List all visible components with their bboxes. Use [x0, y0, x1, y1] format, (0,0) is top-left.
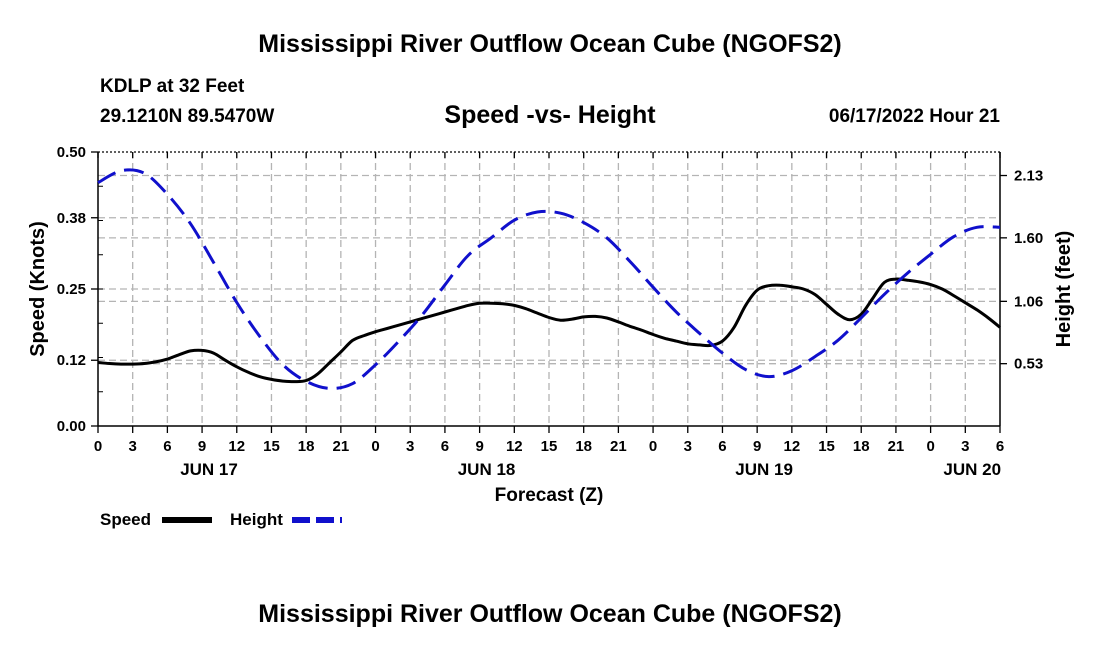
footer-title: Mississippi River Outflow Ocean Cube (NG…: [258, 600, 842, 628]
x-tick-label: 12: [506, 438, 523, 455]
y-right-tick-label: 2.13: [1014, 168, 1043, 185]
x-tick-label: 9: [198, 438, 206, 455]
x-tick-label: 0: [649, 438, 657, 455]
day-label: JUN 19: [735, 460, 793, 479]
y-left-tick-label: 0.50: [57, 144, 86, 161]
x-tick-label: 15: [263, 438, 280, 455]
page-title: Mississippi River Outflow Ocean Cube (NG…: [258, 30, 842, 58]
y-right-axis-title: Height (feet): [1053, 231, 1075, 348]
y-right-tick-label: 0.53: [1014, 356, 1043, 373]
x-tick-label: 0: [926, 438, 934, 455]
x-tick-label: 12: [228, 438, 245, 455]
x-tick-label: 9: [753, 438, 761, 455]
x-tick-label: 3: [406, 438, 414, 455]
y-right-tick-label: 1.60: [1014, 230, 1043, 247]
x-tick-label: 0: [94, 438, 102, 455]
y-left-tick-label: 0.25: [57, 281, 86, 298]
x-tick-label: 15: [541, 438, 558, 455]
x-tick-label: 18: [298, 438, 315, 455]
day-label: JUN 20: [943, 460, 1001, 479]
chart-title: Speed -vs- Height: [444, 101, 656, 129]
day-label: JUN 18: [458, 460, 516, 479]
day-label: JUN 17: [180, 460, 238, 479]
x-tick-label: 3: [961, 438, 969, 455]
x-tick-label: 21: [333, 438, 350, 455]
x-tick-label: 6: [718, 438, 726, 455]
y-left-axis-title: Speed (Knots): [27, 221, 49, 357]
x-tick-label: 6: [441, 438, 449, 455]
x-axis-title: Forecast (Z): [495, 485, 604, 506]
station-label: KDLP at 32 Feet: [100, 76, 245, 97]
x-tick-label: 18: [575, 438, 592, 455]
y-left-tick-label: 0.12: [57, 352, 86, 369]
legend-height-label: Height: [230, 510, 283, 529]
y-left-tick-label: 0.38: [57, 210, 86, 227]
legend-speed-label: Speed: [100, 510, 151, 529]
x-tick-label: 9: [475, 438, 483, 455]
x-tick-label: 12: [784, 438, 801, 455]
x-tick-label: 0: [371, 438, 379, 455]
y-left-tick-label: 0.00: [57, 418, 86, 435]
x-tick-label: 21: [610, 438, 627, 455]
x-tick-label: 6: [163, 438, 171, 455]
y-right-tick-label: 1.06: [1014, 293, 1043, 310]
x-tick-label: 18: [853, 438, 870, 455]
x-tick-label: 6: [996, 438, 1004, 455]
speed-series-line: [97, 277, 1001, 384]
x-tick-label: 21: [888, 438, 905, 455]
x-tick-label: 3: [129, 438, 137, 455]
forecast-datetime: 06/17/2022 Hour 21: [828, 106, 1000, 127]
x-tick-label: 3: [684, 438, 692, 455]
station-coords: 29.1210N 89.5470W: [100, 106, 275, 127]
x-tick-label: 15: [818, 438, 835, 455]
